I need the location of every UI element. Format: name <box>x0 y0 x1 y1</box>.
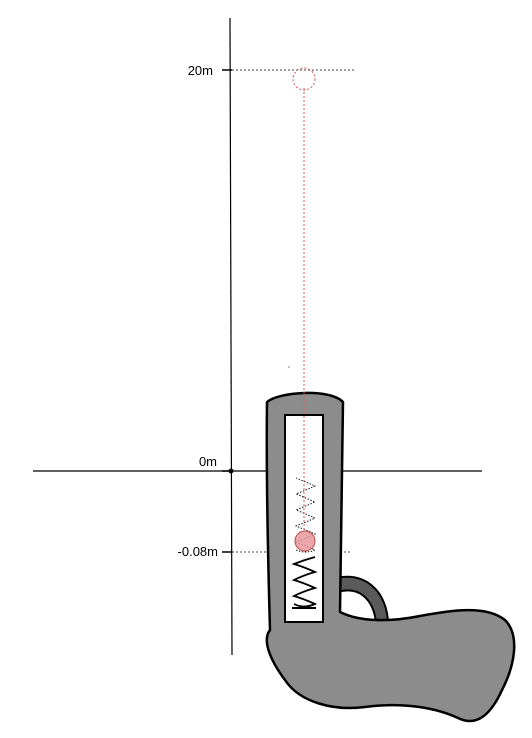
vertical-axis <box>229 17 233 656</box>
label-bottom: -0.08m <box>178 544 218 559</box>
spring-gun-body <box>265 391 516 723</box>
label-top: 20m <box>188 63 213 78</box>
spring-compressed <box>291 556 318 608</box>
ball-start-position <box>294 530 316 552</box>
stray-dot <box>288 366 290 368</box>
label-origin: 0m <box>199 454 217 469</box>
ball-top-position <box>292 67 316 91</box>
